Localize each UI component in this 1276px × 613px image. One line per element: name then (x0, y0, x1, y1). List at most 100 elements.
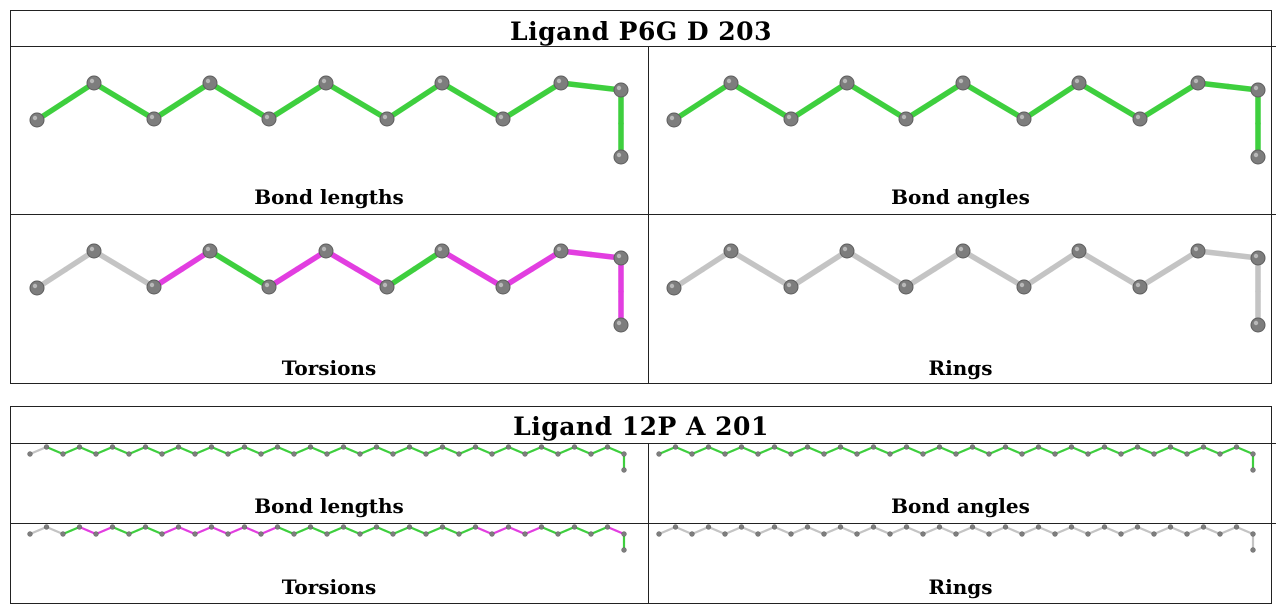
atom (1250, 317, 1266, 333)
cell-caption: Bond lengths (254, 185, 404, 209)
atom (1217, 531, 1223, 537)
atom-highlight (264, 114, 270, 120)
atom (722, 451, 728, 457)
atom (755, 451, 761, 457)
atom (274, 524, 281, 530)
atom (1233, 524, 1240, 530)
atom (522, 531, 528, 537)
atom-highlight (32, 283, 38, 289)
atom (86, 75, 102, 91)
atom (43, 444, 50, 450)
atom (1167, 524, 1174, 530)
atom (887, 451, 893, 457)
atom (1190, 75, 1206, 91)
atom-highlight (958, 246, 964, 252)
atom (208, 444, 215, 450)
atom (839, 75, 855, 91)
atom (202, 75, 218, 91)
atom (60, 451, 66, 457)
divider (10, 214, 1276, 215)
atom-highlight (382, 114, 388, 120)
atom (1217, 451, 1223, 457)
atom (656, 531, 662, 537)
atom (225, 451, 231, 457)
atom (1016, 279, 1032, 295)
atom (76, 444, 83, 450)
atom (1190, 243, 1206, 259)
atom (723, 75, 739, 91)
atom (1134, 524, 1141, 530)
atom (755, 531, 761, 537)
atom-highlight (1253, 152, 1259, 158)
atom (76, 524, 83, 530)
atom (1068, 444, 1075, 450)
atom (1184, 531, 1190, 537)
atom (192, 451, 198, 457)
atom (439, 444, 446, 450)
atom (1016, 111, 1032, 127)
atom (318, 243, 334, 259)
atom (1019, 451, 1025, 457)
atom (1200, 524, 1207, 530)
atom (705, 444, 712, 450)
atom (1250, 467, 1256, 473)
atom (666, 112, 682, 128)
atom (93, 451, 99, 457)
atom (621, 547, 627, 553)
molecule-view (27, 524, 627, 553)
cell-rings: Rings (649, 215, 1272, 384)
atom (1134, 444, 1141, 450)
cell-caption: Torsions (281, 575, 377, 599)
atom-highlight (958, 78, 964, 84)
atom (666, 280, 682, 296)
molecule-view (666, 243, 1266, 333)
cell-bond-angles: Bond angles (649, 444, 1272, 523)
atom-highlight (205, 246, 211, 252)
atom (373, 524, 380, 530)
atom-highlight (1135, 282, 1141, 288)
atom-highlight (616, 85, 622, 91)
atom (571, 524, 578, 530)
atom-highlight (321, 78, 327, 84)
atom (340, 444, 347, 450)
atom (854, 451, 860, 457)
atom (1085, 451, 1091, 457)
atom (588, 531, 594, 537)
atom (505, 524, 512, 530)
atom (241, 524, 248, 530)
atom (1250, 250, 1266, 266)
atom (1052, 531, 1058, 537)
cell-caption: Bond angles (891, 494, 1030, 518)
atom (621, 467, 627, 473)
atom (225, 531, 231, 537)
atom (241, 444, 248, 450)
atom (689, 451, 695, 457)
molecule-view (27, 444, 627, 473)
atom (870, 444, 877, 450)
molecule-view (29, 243, 629, 333)
atom (175, 444, 182, 450)
atom (571, 444, 578, 450)
atom-highlight (1019, 282, 1025, 288)
atom-highlight (1193, 246, 1199, 252)
atom (1085, 531, 1091, 537)
atom (1071, 243, 1087, 259)
cell-caption: Torsions (281, 356, 377, 380)
atom (837, 444, 844, 450)
cell-caption: Bond lengths (254, 494, 404, 518)
cell-rings: Rings (649, 524, 1272, 604)
atom (986, 531, 992, 537)
atom (274, 444, 281, 450)
atom (439, 524, 446, 530)
atom (955, 243, 971, 259)
atom (406, 444, 413, 450)
atom (898, 279, 914, 295)
atom-highlight (616, 320, 622, 326)
atom (142, 524, 149, 530)
atom (258, 451, 264, 457)
atom (804, 524, 811, 530)
atom (27, 531, 33, 537)
atom (1184, 451, 1190, 457)
atom (870, 524, 877, 530)
atom (771, 524, 778, 530)
